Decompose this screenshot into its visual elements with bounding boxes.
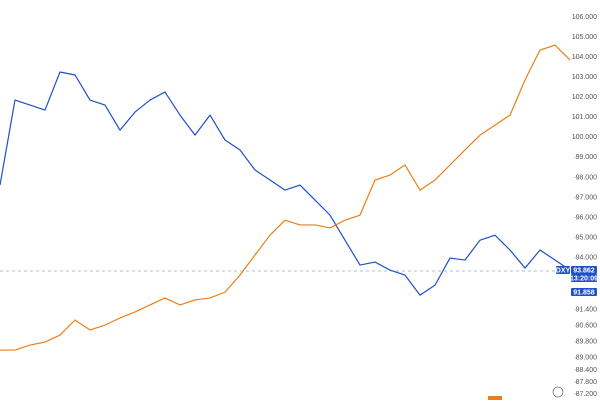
y-tick-label: 90.600 (576, 323, 598, 330)
price-tag (556, 266, 570, 274)
y-tick-label: 98.000 (576, 174, 598, 181)
y-tick-label: 95.000 (576, 234, 598, 241)
y-tick-label: 99.000 (576, 154, 598, 161)
y-tick-label: 101.000 (572, 114, 597, 121)
price-tag-label: 93.862 (573, 267, 595, 274)
y-tick-label: 88.400 (576, 367, 598, 374)
y-tick-label: 96.000 (576, 214, 598, 221)
price-tag-label: DXY (556, 267, 571, 274)
y-tick-label: 102.000 (572, 94, 597, 101)
price-tag (571, 288, 597, 296)
price-tag-label: 91.858 (573, 289, 595, 296)
price-tag (571, 266, 597, 274)
y-tick-label: 97.000 (576, 194, 598, 201)
settings-icon[interactable] (552, 386, 564, 398)
y-tick-label: 103.000 (572, 74, 597, 81)
y-tick-label: 105.000 (572, 34, 597, 41)
y-tick-label: 91.400 (576, 307, 598, 314)
price-tag (571, 274, 597, 282)
y-tick-label: 89.000 (576, 355, 598, 362)
y-tick-label: 87.800 (576, 379, 598, 386)
y-tick-label: 104.000 (572, 54, 597, 61)
y-tick-label: 87.200 (576, 391, 598, 398)
marker (488, 396, 502, 400)
price-tag-label: 13:20:09 (570, 275, 598, 282)
line-series (0, 44, 571, 351)
y-tick-label: 100.000 (572, 134, 597, 141)
y-tick-label: 106.000 (572, 14, 597, 21)
y-tick-label: 89.800 (576, 339, 598, 346)
line-series (0, 71, 571, 296)
y-tick-label: 94.000 (576, 254, 598, 261)
